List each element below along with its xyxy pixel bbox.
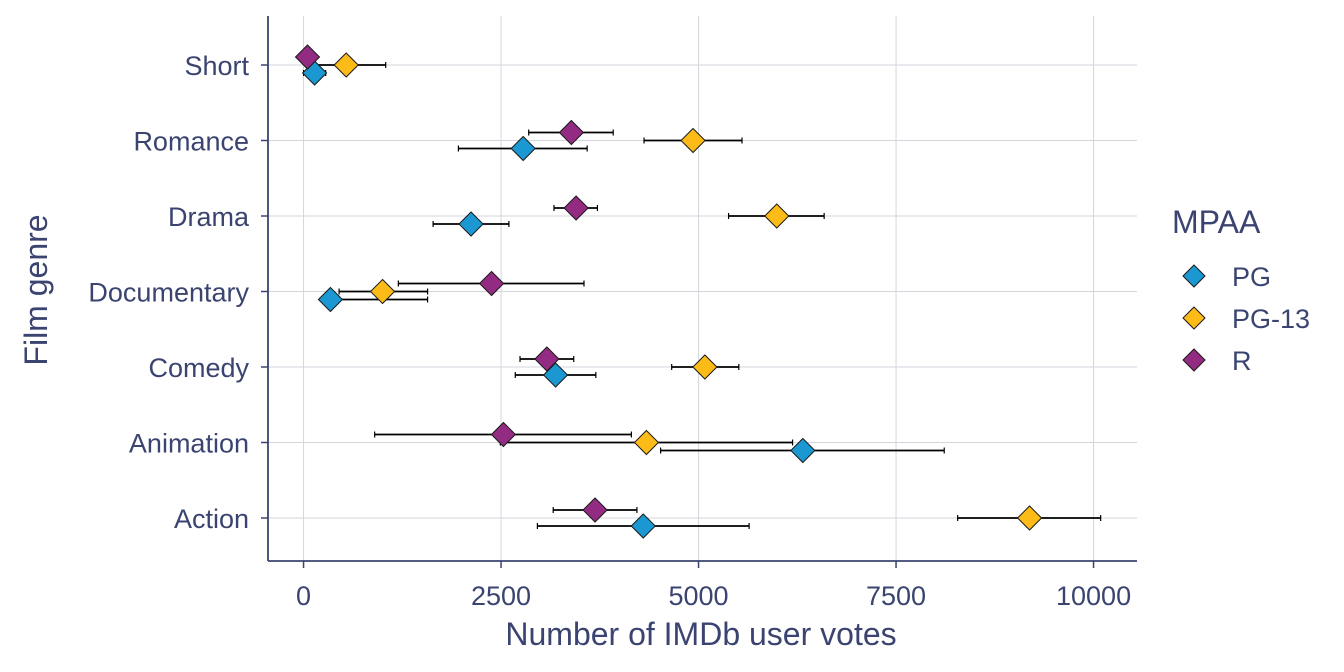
- data-point: [582, 497, 608, 523]
- data-point: [680, 127, 706, 154]
- x-tick-label: 10000: [1056, 581, 1131, 611]
- y-tick-label: Animation: [129, 429, 249, 459]
- data-point: [478, 270, 505, 297]
- data-point: [558, 119, 585, 146]
- data-points: [294, 44, 1043, 539]
- data-point: [633, 429, 660, 456]
- legend-label: PG: [1232, 262, 1271, 292]
- data-point: [563, 195, 589, 221]
- data-point: [490, 421, 517, 448]
- y-tick-label: Romance: [133, 127, 249, 157]
- data-point: [510, 135, 536, 162]
- y-tick-label: Documentary: [88, 278, 249, 308]
- legend: MPAA PG PG-13 R: [1172, 204, 1310, 376]
- legend-key: [1182, 348, 1206, 372]
- axes: 0 2500 5000 7500 10000 Action Animation Comedy D…: [88, 16, 1137, 611]
- data-point: [294, 44, 321, 70]
- x-tick-label: 7500: [866, 581, 926, 611]
- y-tick-label: Short: [184, 51, 249, 81]
- y-tick-label: Comedy: [148, 353, 249, 383]
- legend-title: MPAA: [1172, 204, 1261, 240]
- data-point: [317, 286, 344, 313]
- data-point: [458, 211, 484, 237]
- y-axis-title: Film genre: [18, 214, 54, 365]
- legend-label: R: [1232, 346, 1252, 376]
- data-point: [534, 346, 560, 372]
- grid: [268, 16, 1137, 561]
- data-point: [790, 437, 816, 464]
- data-point: [692, 354, 718, 380]
- data-point: [369, 278, 396, 305]
- legend-key: [1182, 264, 1206, 288]
- x-tick-label: 5000: [669, 581, 729, 611]
- data-point: [333, 52, 359, 78]
- y-tick-label: Drama: [168, 202, 250, 232]
- data-point: [764, 203, 790, 229]
- y-tick-label: Action: [174, 504, 249, 534]
- x-axis-title: Number of IMDb user votes: [505, 616, 896, 652]
- legend-label: PG-13: [1232, 304, 1310, 334]
- legend-key: [1182, 306, 1206, 330]
- data-point: [630, 513, 656, 539]
- x-tick-label: 2500: [471, 581, 531, 611]
- x-tick-label: 0: [296, 581, 311, 611]
- data-point: [1016, 505, 1043, 531]
